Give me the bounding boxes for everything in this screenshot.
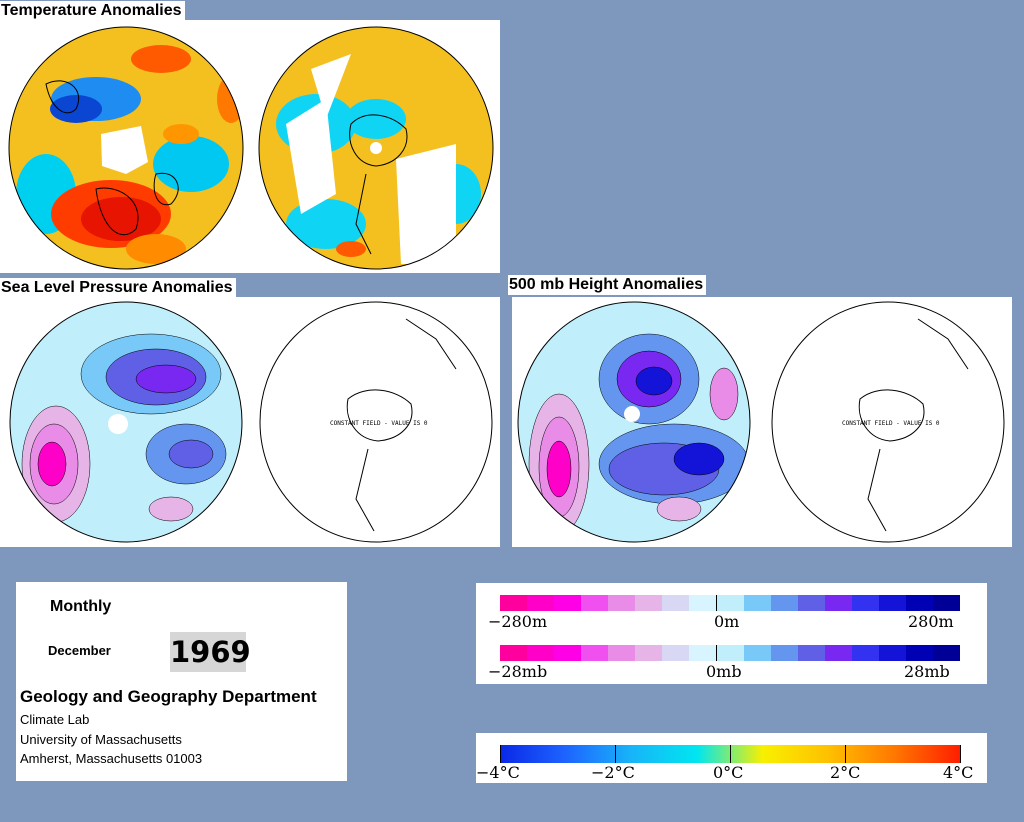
pressure-colorbar: [500, 645, 960, 661]
pressure-colorbar-swatch: [852, 645, 879, 661]
pressure-colorbar-swatch: [798, 645, 825, 661]
height-colorbar-swatch: [662, 595, 689, 611]
temperature-colorbar-tick: [730, 745, 731, 763]
height-panel-title: 500 mb Height Anomalies: [508, 275, 707, 295]
info-box: Monthly December 1969 Geology and Geogra…: [16, 582, 347, 781]
height-colorbar-swatch: [906, 595, 933, 611]
height-pressure-legend: −280m 0m 280m −28mb 0mb 28mb: [476, 583, 987, 684]
height-colorbar-swatch: [689, 595, 717, 611]
temp-tick-plus4: 4°C: [943, 763, 974, 782]
slp-sh-globe: CONSTANT FIELD - VALUE IS 0: [259, 301, 493, 543]
temperature-colorbar-tick: [500, 745, 501, 763]
height-colorbar-swatch: [933, 595, 960, 611]
height-tick-max: 280m: [908, 612, 954, 631]
height-colorbar-swatch: [879, 595, 906, 611]
pressure-colorbar-swatch: [744, 645, 771, 661]
pressure-colorbar-swatch: [879, 645, 906, 661]
height-colorbar-swatch: [771, 595, 798, 611]
temperature-colorbar-tick: [845, 745, 846, 763]
temperature-nh-globe: [8, 26, 244, 270]
pressure-colorbar-swatch: [825, 645, 852, 661]
pressure-colorbar-swatch: [635, 645, 662, 661]
temp-tick-plus2: 2°C: [830, 763, 861, 782]
pressure-tick-zero: 0mb: [706, 662, 742, 681]
pressure-colorbar-swatch: [933, 645, 960, 661]
height-colorbar-swatch: [798, 595, 825, 611]
height-colorbar-swatch: [581, 595, 608, 611]
department-label: Geology and Geography Department: [20, 687, 317, 706]
height-colorbar-swatch: [825, 595, 852, 611]
university-label: University of Massachusetts: [20, 732, 182, 747]
height-nh-globe: [517, 301, 751, 543]
temperature-colorbar-tick: [615, 745, 616, 763]
lab-label: Climate Lab: [20, 712, 90, 727]
temperature-anomalies-panel: [0, 20, 500, 273]
pressure-colorbar-swatch: [554, 645, 581, 661]
height-colorbar-swatch: [527, 595, 554, 611]
slp-panel-title: Sea Level Pressure Anomalies: [0, 278, 236, 298]
height-constant-field-label: CONSTANT FIELD - VALUE IS 0: [842, 420, 940, 427]
height-tick-min: −280m: [488, 612, 548, 631]
pressure-colorbar-swatch: [608, 645, 635, 661]
frequency-label: Monthly: [50, 598, 112, 615]
temperature-legend: −4°C −2°C 0°C 2°C 4°C: [476, 733, 987, 783]
height-colorbar-swatch: [608, 595, 635, 611]
temperature-panel-title: Temperature Anomalies: [0, 1, 185, 21]
height-sh-globe: CONSTANT FIELD - VALUE IS 0: [771, 301, 1005, 543]
height-colorbar-swatch: [635, 595, 662, 611]
pressure-colorbar-swatch: [581, 645, 608, 661]
temp-tick-zero: 0°C: [713, 763, 744, 782]
height-colorbar-swatch: [852, 595, 879, 611]
height-colorbar: [500, 595, 960, 611]
temperature-colorbar: [500, 745, 961, 763]
height-colorbar-swatch: [744, 595, 771, 611]
slp-constant-field-label: CONSTANT FIELD - VALUE IS 0: [330, 420, 428, 427]
height-500mb-panel: CONSTANT FIELD - VALUE IS 0: [512, 297, 1012, 547]
temperature-sh-globe: [258, 26, 494, 270]
pressure-colorbar-swatch: [906, 645, 933, 661]
slp-nh-globe: [9, 301, 243, 543]
pressure-colorbar-swatch: [500, 645, 527, 661]
sea-level-pressure-panel: CONSTANT FIELD - VALUE IS 0: [0, 297, 500, 547]
pressure-tick-max: 28mb: [904, 662, 950, 681]
pressure-colorbar-swatch: [717, 645, 744, 661]
month-label: December: [48, 643, 111, 658]
height-colorbar-swatch: [500, 595, 527, 611]
temp-tick-minus4: −4°C: [476, 763, 520, 782]
year-label: 1969: [170, 632, 251, 672]
temp-tick-minus2: −2°C: [591, 763, 635, 782]
address-label: Amherst, Massachusetts 01003: [20, 751, 203, 766]
pressure-tick-min: −28mb: [488, 662, 548, 681]
pressure-colorbar-swatch: [662, 645, 689, 661]
height-colorbar-swatch: [717, 595, 744, 611]
pressure-colorbar-swatch: [527, 645, 554, 661]
temperature-colorbar-tick: [960, 745, 961, 763]
height-colorbar-swatch: [554, 595, 581, 611]
pressure-colorbar-swatch: [689, 645, 717, 661]
pressure-colorbar-swatch: [771, 645, 798, 661]
height-tick-zero: 0m: [714, 612, 740, 631]
